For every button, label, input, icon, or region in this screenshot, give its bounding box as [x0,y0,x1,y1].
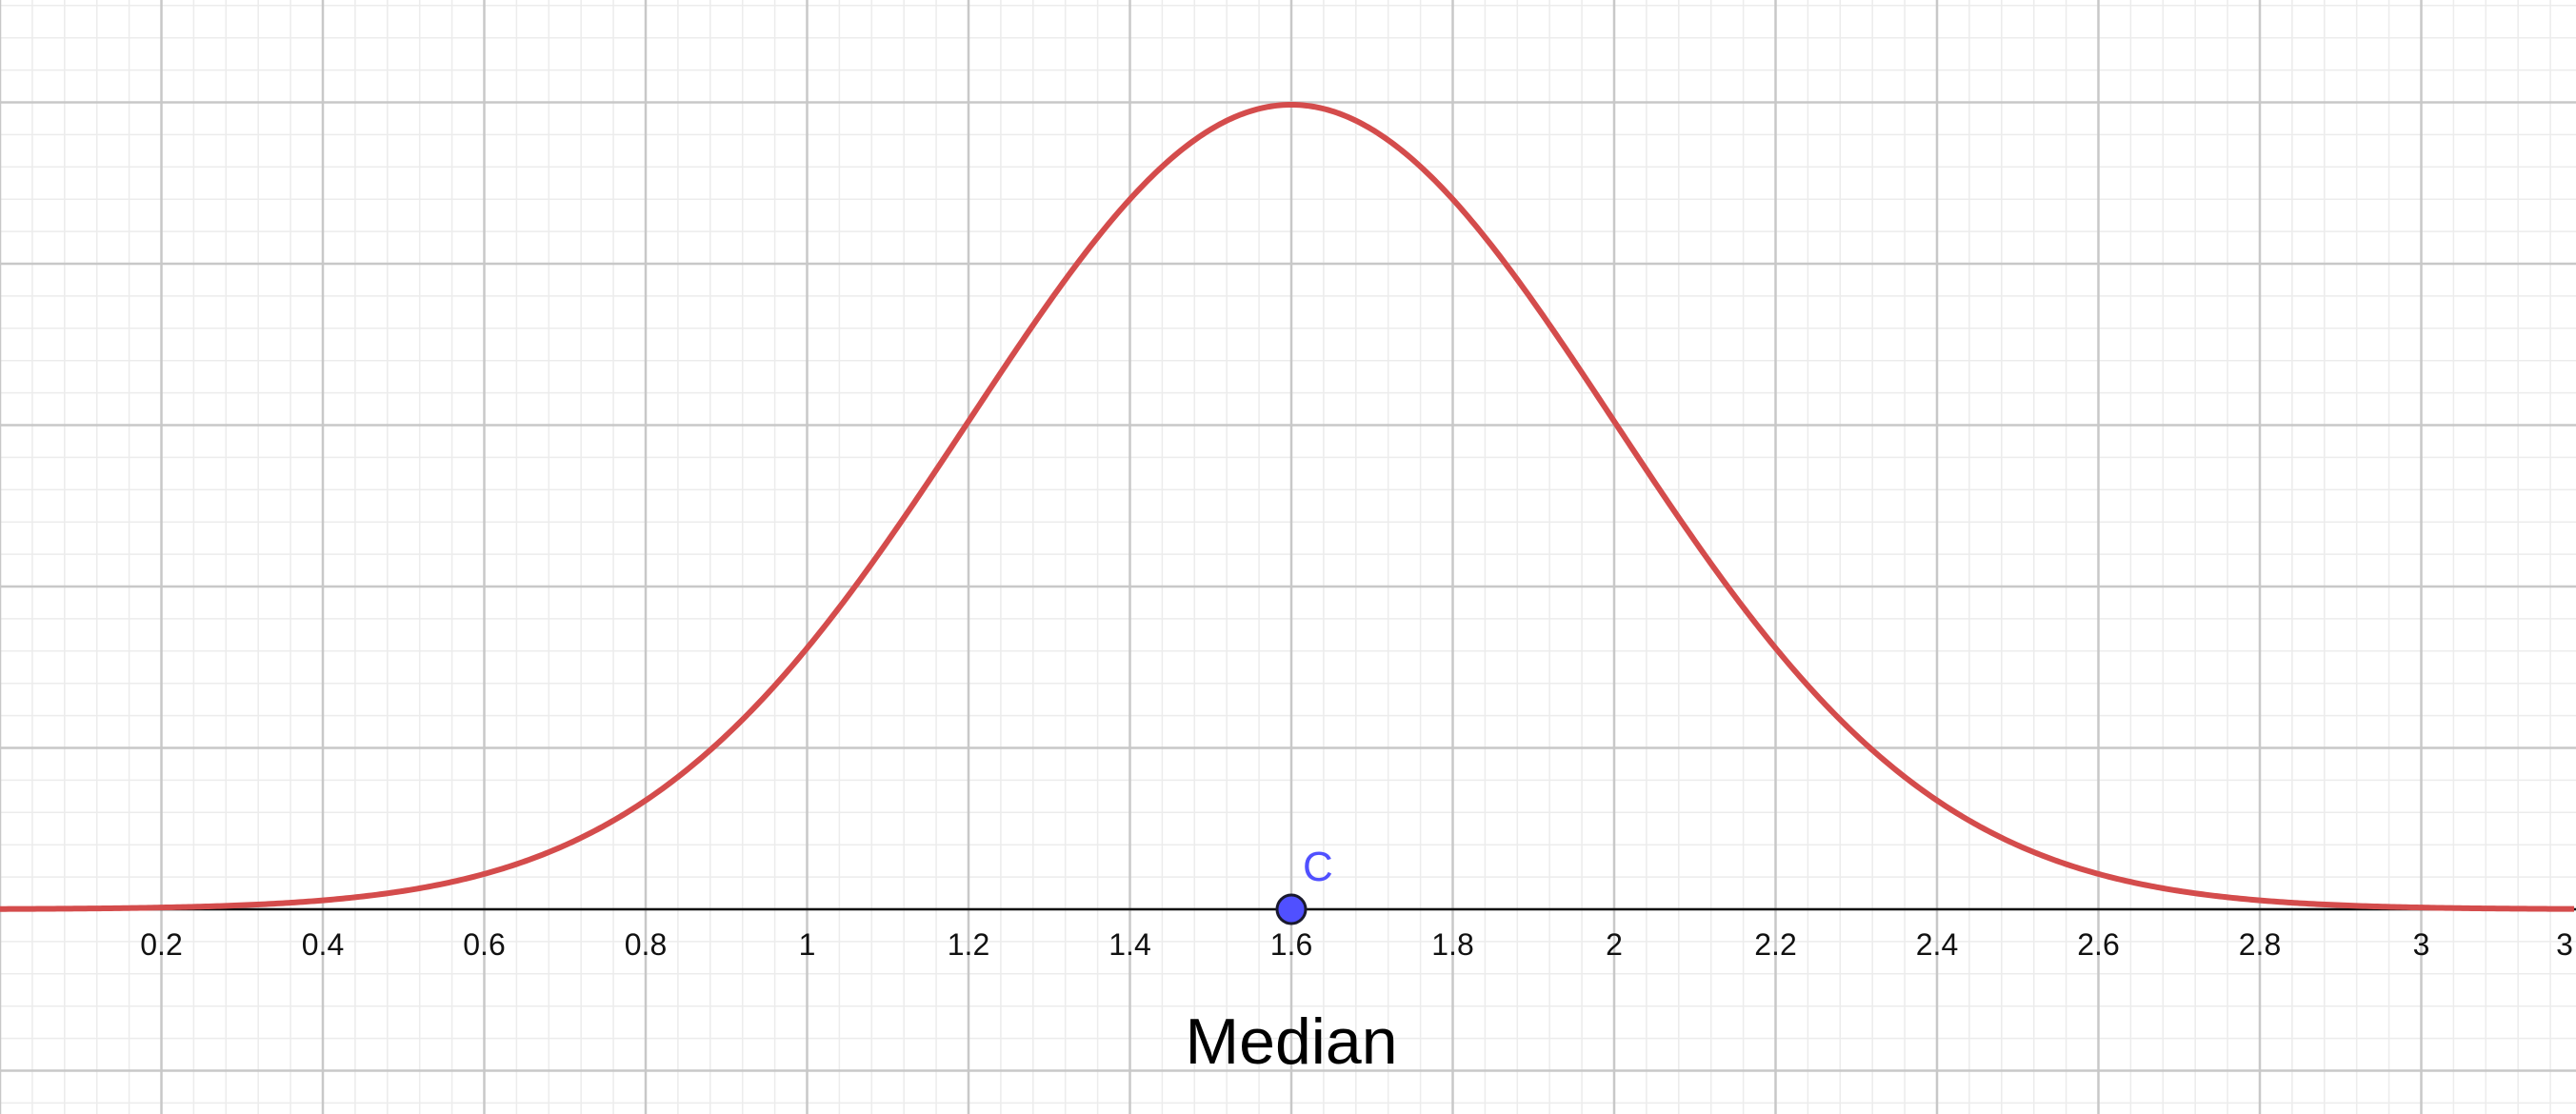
x-tick-label: 2.2 [1754,927,1796,962]
x-tick-label: 1 [799,927,816,962]
x-tick-label: 2.6 [2077,927,2119,962]
point-marker[interactable] [1275,893,1308,925]
x-tick-label: 0.8 [625,927,667,962]
points-layer: C [1275,844,1333,925]
x-tick-label: 2.4 [1916,927,1958,962]
x-tick-label: 0.6 [463,927,505,962]
x-tick-label: 0.2 [140,927,182,962]
x-tick-label: 3 [2556,927,2573,962]
x-axis-title: Median [1185,1005,1397,1078]
x-tick-label: 3 [2413,927,2430,962]
x-tick-label: 1.4 [1108,927,1150,962]
x-tick-label: 1.6 [1270,927,1312,962]
x-tick-label: 2 [1606,927,1623,962]
x-tick-label: 1.2 [948,927,989,962]
x-tick-labels: 0.2 0.4 0.6 0.8 1 1.2 1.4 1.6 1.8 2 2.2 2.4 2.6 2.8 3 3 [140,927,2573,962]
density-curve [0,102,2575,912]
x-tick-label: 2.8 [2239,927,2281,962]
x-tick-label: 1.8 [1431,927,1473,962]
point-label: C [1303,844,1333,890]
x-tick-label: 0.4 [302,927,344,962]
